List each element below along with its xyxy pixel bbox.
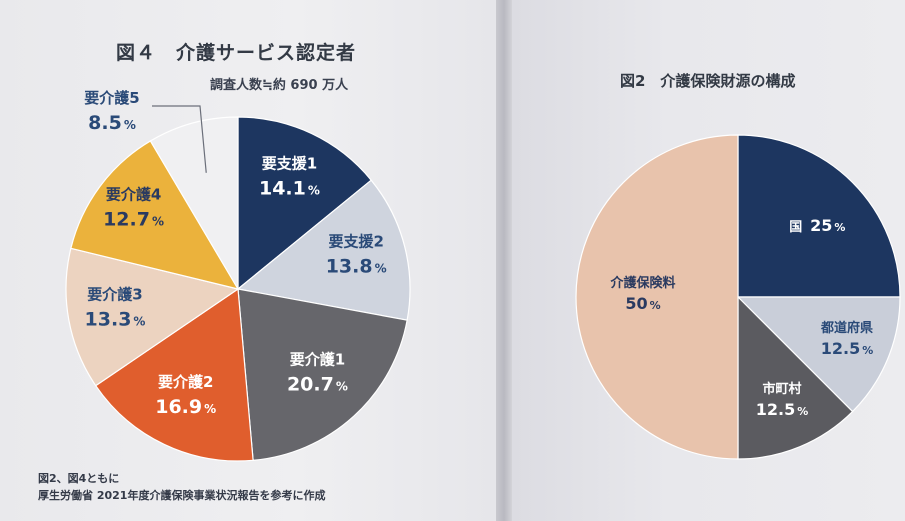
right-pie-slice-value-4: 50% (625, 294, 660, 313)
left-pie-slice-value-5: 13.3% (85, 308, 146, 330)
left-pie-slice-name-3: 要介護1 (290, 350, 345, 368)
left-pie-slice-label-5: 要介護3 13.3% (85, 285, 146, 330)
left-pie-slice-name-5: 要介護3 (87, 285, 142, 303)
right-pie-slice-label-4: 介護保険料 50% (609, 275, 675, 313)
book-gutter (496, 0, 512, 521)
source-note: 図2、図4ともに 厚生労働省 2021年度介護保険事業状況報告を参考に作成 (38, 470, 325, 504)
left-pie-slice-label-6: 要介護4 12.7% (103, 186, 164, 231)
left-pie-slice-label-1: 要支援1 14.1% (259, 155, 320, 200)
left-pie-slice-unit-2: % (375, 262, 387, 276)
left-pie-slice-label-7: 要介護5 8.5% (84, 89, 139, 134)
right-pie-slice-label-2: 都道府県 12.5% (820, 320, 873, 358)
left-pie-leader-line (152, 105, 207, 173)
source-note-line1: 図2、図4ともに (38, 472, 120, 485)
left-pie-slice-4 (94, 287, 254, 462)
left-pie-slice-name-1: 要支援1 (262, 155, 317, 173)
left-pie-slice-unit-3: % (336, 379, 348, 393)
left-pie-slice-3 (237, 288, 408, 461)
left-pie-slice-unit-6: % (152, 215, 164, 229)
left-pie-slice-name-4: 要介護2 (158, 373, 213, 391)
right-pie-slice-name-4: 介護保険料 (609, 275, 675, 291)
left-pie-slice-name-7: 要介護5 (84, 89, 139, 107)
source-note-line2: 厚生労働省 2021年度介護保険事業状況報告を参考に作成 (38, 489, 326, 502)
right-pie-slice-name-2: 都道府県 (820, 320, 873, 336)
left-pie-slice-1 (237, 116, 373, 291)
right-pie-slice-unit-2: % (862, 344, 873, 357)
left-pie-slice-value-2: 13.8% (326, 256, 387, 278)
left-pie-slice-2 (236, 179, 411, 321)
left-pie-slice-unit-4: % (204, 402, 216, 416)
left-pie-slice-unit-7: % (124, 118, 136, 132)
left-pie-slice-value-3: 20.7% (287, 373, 348, 395)
right-pie-slice-value-1: 25% (810, 216, 845, 235)
chart-title-right: 図2 介護保険財源の構成 (620, 72, 796, 90)
right-pie-slice-name-1: 国 (789, 220, 802, 235)
right-pie-slice-unit-4: % (650, 299, 661, 312)
left-pie-slice-value-7: 8.5% (88, 112, 136, 134)
left-pie-slice-unit-5: % (133, 314, 145, 328)
right-pie-slice-value-2: 12.5% (821, 339, 874, 358)
chart-subtitle-left: 調査人数≒約 690 万人 (210, 78, 349, 93)
right-pie-slice-1 (737, 134, 901, 298)
left-pie-slice-name-6: 要介護4 (106, 186, 161, 204)
right-pie-slice-label-1: 国 25% (789, 216, 845, 235)
left-pie-slice-label-2: 要支援2 13.8% (326, 233, 387, 278)
left-pie-slice-label-3: 要介護1 20.7% (287, 350, 348, 395)
right-pie-slice-4 (575, 134, 739, 460)
right-pie-slice-value-3: 12.5% (756, 400, 809, 419)
left-pie-slice-6 (70, 140, 240, 290)
left-pie-slice-value-6: 12.7% (103, 209, 164, 231)
chart-title-left: 図４ 介護サービス認定者 (116, 42, 357, 64)
left-pie-slice-value-1: 14.1% (259, 178, 320, 200)
left-pie-slice-5 (65, 247, 240, 387)
right-pie-slice-3 (737, 295, 854, 460)
left-pie-slice-name-2: 要支援2 (328, 233, 383, 251)
right-pie-slice-unit-1: % (834, 221, 845, 234)
right-pie-slice-name-3: 市町村 (763, 381, 802, 397)
right-pie-slice-unit-3: % (797, 405, 808, 418)
right-pie-slice-2 (736, 296, 901, 413)
left-pie-slice-7 (149, 116, 239, 292)
left-pie-slice-value-4: 16.9% (155, 396, 216, 418)
left-pie-slice-label-4: 要介護2 16.9% (155, 373, 216, 418)
right-pie-slice-label-3: 市町村 12.5% (756, 381, 809, 419)
left-pie-slice-unit-1: % (308, 184, 320, 198)
